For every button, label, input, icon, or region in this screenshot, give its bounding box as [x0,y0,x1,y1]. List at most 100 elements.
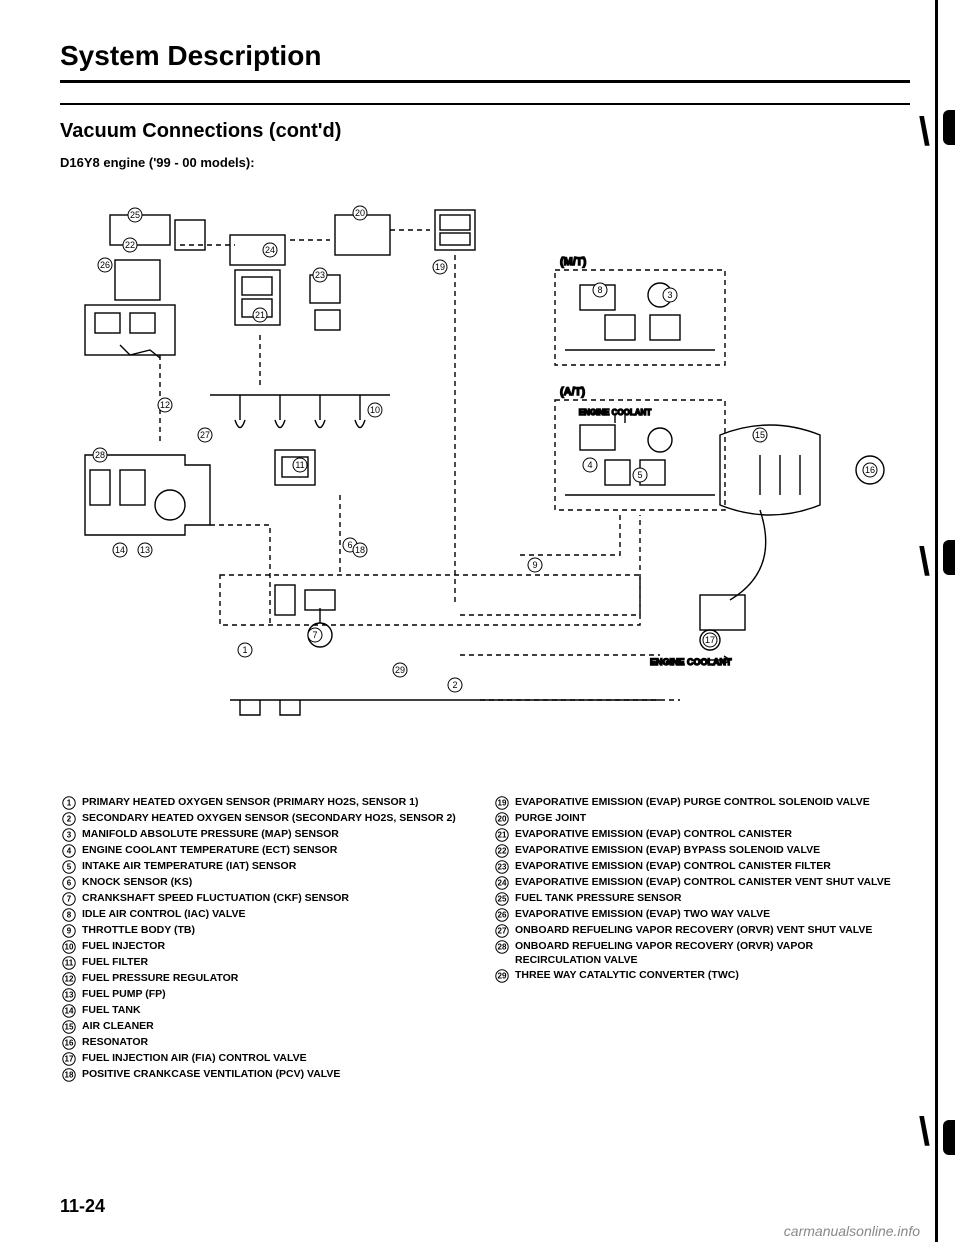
legend-text: EVAPORATIVE EMISSION (EVAP) CONTROL CANI… [515,875,901,889]
svg-text:9: 9 [532,560,537,570]
callout-10: 10 [368,403,382,417]
callout-26: 26 [98,258,112,272]
svg-text:17: 17 [705,635,715,645]
legend-text: FUEL PUMP (FP) [82,987,468,1001]
svg-text:11: 11 [65,959,74,968]
legend-number-icon: 29 [493,969,511,983]
svg-text:19: 19 [435,262,445,272]
callout-17: 17 [703,633,717,647]
svg-text:2: 2 [452,680,457,690]
mt-label: (M/T) [560,256,587,268]
legend-text: EVAPORATIVE EMISSION (EVAP) TWO WAY VALV… [515,907,901,921]
callout-25: 25 [128,208,142,222]
legend-number-icon: 8 [60,908,78,922]
legend-number-icon: 21 [493,828,511,842]
legend-text: SECONDARY HEATED OXYGEN SENSOR (SECONDAR… [82,811,468,825]
callout-4: 4 [583,458,597,472]
legend-number-icon: 14 [60,1004,78,1018]
legend-item: 25FUEL TANK PRESSURE SENSOR [493,891,901,906]
side-marker: \ [919,110,930,155]
legend-number-icon: 5 [60,860,78,874]
legend-item: 12FUEL PRESSURE REGULATOR [60,971,468,986]
legend-item: 20PURGE JOINT [493,811,901,826]
callout-20: 20 [353,206,367,220]
svg-text:3: 3 [67,831,72,840]
svg-text:20: 20 [498,815,507,824]
svg-text:1: 1 [242,645,247,655]
callout-18: 18 [353,543,367,557]
svg-text:22: 22 [498,847,507,856]
engine-coolant-lower: ENGINE COOLANT [650,657,732,667]
legend-number-icon: 13 [60,988,78,1002]
legend-item: 23EVAPORATIVE EMISSION (EVAP) CONTROL CA… [493,859,901,874]
svg-text:14: 14 [65,1007,74,1016]
legend-item: 2SECONDARY HEATED OXYGEN SENSOR (SECONDA… [60,811,468,826]
legend-number-icon: 4 [60,844,78,858]
legend-text: EVAPORATIVE EMISSION (EVAP) BYPASS SOLEN… [515,843,901,857]
svg-text:28: 28 [95,450,105,460]
callout-8: 8 [593,283,607,297]
svg-text:10: 10 [65,943,74,952]
svg-text:4: 4 [587,460,592,470]
legend-text: IDLE AIR CONTROL (IAC) VALVE [82,907,468,921]
legend-left-column: 1 PRIMARY HEATED OXYGEN SENSOR (PRIMARY H… [60,795,468,1083]
svg-text:20: 20 [355,208,365,218]
at-label: (A/T) [560,386,585,398]
callout-5: 5 [633,468,647,482]
svg-text:26: 26 [498,911,507,920]
legend-item: 19 EVAPORATIVE EMISSION (EVAP) PURGE CONT… [493,795,901,810]
callout-1: 1 [238,643,252,657]
page-title: System Description [60,40,910,83]
callout-21: 21 [253,308,267,322]
legend-text: PRIMARY HEATED OXYGEN SENSOR (PRIMARY HO… [82,795,468,809]
legend-item: 11FUEL FILTER [60,955,468,970]
legend-right-column: 19 EVAPORATIVE EMISSION (EVAP) PURGE CONT… [493,795,901,1083]
legend-number-icon: 23 [493,860,511,874]
svg-text:18: 18 [355,545,365,555]
callout-11: 11 [293,458,307,472]
svg-text:1: 1 [67,799,72,808]
svg-text:6: 6 [347,540,352,550]
callout-13: 13 [138,543,152,557]
svg-text:21: 21 [255,310,265,320]
side-marker: \ [919,1110,930,1155]
legend-item: 3MANIFOLD ABSOLUTE PRESSURE (MAP) SENSOR [60,827,468,842]
legend-number-icon: 15 [60,1020,78,1034]
legend-number-icon: 28 [493,940,511,954]
svg-text:5: 5 [637,470,642,480]
svg-text:16: 16 [65,1039,74,1048]
callout-28: 28 [93,448,107,462]
legend-text: EVAPORATIVE EMISSION (EVAP) PURGE CONTRO… [515,795,901,809]
legend-item: 16 RESONATOR [60,1035,468,1050]
tab-marker [943,540,955,575]
svg-text:15: 15 [755,430,765,440]
callout-9: 9 [528,558,542,572]
svg-text:7: 7 [67,895,72,904]
svg-text:7: 7 [312,630,317,640]
engine-note: D16Y8 engine ('99 - 00 models): [60,155,910,170]
legend-number-icon: 20 [493,812,511,826]
legend-item: 26 EVAPORATIVE EMISSION (EVAP) TWO WAY VA… [493,907,901,922]
svg-text:22: 22 [125,240,135,250]
legend-number-icon: 1 [60,796,78,810]
legend-text: FUEL TANK PRESSURE SENSOR [515,891,901,905]
legend: 1 PRIMARY HEATED OXYGEN SENSOR (PRIMARY H… [60,795,910,1083]
legend-text: KNOCK SENSOR (KS) [82,875,468,889]
legend-item: 4ENGINE COOLANT TEMPERATURE (ECT) SENSOR [60,843,468,858]
legend-number-icon: 27 [493,924,511,938]
legend-item: 1 PRIMARY HEATED OXYGEN SENSOR (PRIMARY H… [60,795,468,810]
callout-27: 27 [198,428,212,442]
svg-text:6: 6 [67,879,72,888]
svg-text:26: 26 [100,260,110,270]
svg-text:4: 4 [67,847,72,856]
legend-text: RESONATOR [82,1035,468,1049]
legend-item: 9THROTTLE BODY (TB) [60,923,468,938]
legend-text: FUEL INJECTION AIR (FIA) CONTROL VALVE [82,1051,468,1065]
legend-text: ONBOARD REFUELING VAPOR RECOVERY (ORVR) … [515,923,901,937]
legend-number-icon: 19 [493,796,511,810]
page-number: 11-24 [60,1196,105,1217]
legend-text: INTAKE AIR TEMPERATURE (IAT) SENSOR [82,859,468,873]
callout-16: 16 [863,463,877,477]
legend-item: 28ONBOARD REFUELING VAPOR RECOVERY (ORVR… [493,939,901,967]
svg-text:21: 21 [498,831,507,840]
